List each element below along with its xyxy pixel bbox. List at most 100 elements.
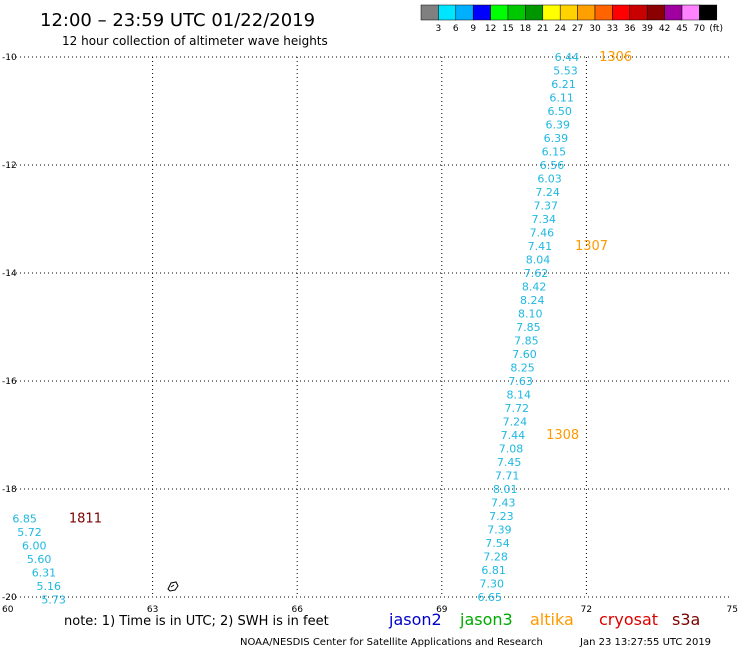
pass-number: 1306: [599, 50, 632, 65]
scale-swatch: [594, 4, 613, 21]
swh-value: 6.31: [32, 567, 57, 580]
footer-credit: NOAA/NESDIS Center for Satellite Applica…: [240, 637, 543, 648]
scale-swatch: [525, 4, 544, 21]
scale-swatch: [612, 4, 631, 21]
swh-value: 7.41: [528, 240, 553, 253]
x-tick-label: 66: [291, 605, 303, 615]
scale-swatch: [455, 4, 474, 21]
scale-swatch: [438, 4, 457, 21]
y-tick-label: -16: [2, 377, 17, 387]
satellite-altika: altika: [530, 610, 574, 629]
swh-value: 6.85: [12, 513, 37, 526]
scale-label: 33: [607, 24, 618, 34]
satellite-jason3: jason3: [459, 610, 513, 629]
swh-value: 6.03: [537, 173, 562, 186]
scale-swatch: [559, 4, 578, 21]
scale-label: 18: [520, 24, 532, 34]
scale-swatch: [664, 4, 683, 21]
scale-swatch: [699, 4, 718, 21]
swh-observations: 6.445.536.216.116.506.396.396.156.566.03…: [12, 51, 579, 607]
swh-value: 7.23: [489, 510, 514, 523]
y-tick-label: -18: [2, 485, 17, 495]
scale-swatch: [577, 4, 596, 21]
swh-value: 7.37: [533, 200, 558, 213]
swh-value: 7.34: [532, 213, 557, 226]
swh-value: 8.04: [526, 254, 551, 267]
y-tick-label: -12: [2, 161, 17, 171]
scale-swatch: [507, 4, 526, 21]
swh-value: 6.50: [547, 105, 572, 118]
swh-value: 8.24: [520, 294, 545, 307]
swh-value: 7.54: [485, 537, 510, 550]
swh-value: 7.85: [514, 335, 539, 348]
x-tick-label: 72: [581, 605, 592, 615]
swh-value: 7.43: [491, 497, 516, 510]
scale-label: 70: [694, 24, 706, 34]
pass-number: 1307: [575, 239, 608, 254]
scale-swatch: [542, 4, 561, 21]
chart-subtitle: 12 hour collection of altimeter wave hei…: [62, 34, 328, 48]
footer-note: note: 1) Time is in UTC; 2) SWH is in fe…: [64, 614, 329, 629]
swh-value: 7.24: [535, 186, 560, 199]
satellite-legend: jason2 jason3 altika cryosat s3a: [388, 610, 700, 629]
swh-value: 7.44: [501, 429, 526, 442]
scale-label: 30: [589, 24, 601, 34]
swh-value: 6.81: [481, 564, 506, 577]
satellite-cryosat: cryosat: [599, 610, 658, 629]
swh-value: 6.56: [540, 159, 565, 172]
swh-value: 5.73: [41, 594, 66, 607]
swh-value: 5.16: [37, 580, 62, 593]
x-tick-label: 60: [2, 605, 14, 615]
footer-timestamp: Jan 23 13:27:55 UTC 2019: [579, 637, 711, 648]
swh-value: 6.39: [544, 132, 569, 145]
scale-label: 15: [502, 24, 513, 34]
swh-value: 7.28: [483, 551, 508, 564]
pass-number: 1308: [546, 428, 579, 443]
swh-value: 5.72: [17, 526, 42, 539]
wave-height-color-scale: 3 6 9 12 15 18 21 24 27 30 33 36 39 42 45 70 (ft): [420, 4, 723, 34]
scale-swatch: [420, 4, 439, 21]
swh-value: 6.44: [555, 51, 580, 64]
swh-value: 7.39: [487, 524, 512, 537]
swh-value: 6.39: [546, 119, 571, 132]
scale-label: 6: [453, 24, 459, 34]
scale-swatch: [681, 4, 700, 21]
swh-value: 5.53: [553, 65, 578, 78]
swh-value: 7.72: [505, 402, 530, 415]
x-tick-label: 75: [727, 605, 738, 615]
scale-unit: (ft): [709, 24, 723, 34]
swh-value: 7.60: [512, 348, 537, 361]
y-tick-label: -14: [2, 269, 17, 279]
swh-value: 7.63: [508, 375, 533, 388]
scale-swatch: [490, 4, 509, 21]
y-tick-label: -20: [2, 593, 17, 603]
swh-value: 8.25: [510, 362, 535, 375]
swh-value: 5.60: [27, 553, 52, 566]
scale-label: 12: [485, 24, 496, 34]
pass-number: 1811: [69, 512, 102, 527]
satellite-jason2: jason2: [388, 610, 442, 629]
scale-label: 36: [624, 24, 636, 34]
y-tick-label: -10: [2, 53, 17, 63]
scale-label: 3: [436, 24, 442, 34]
x-tick-label: 69: [436, 605, 448, 615]
swh-value: 7.08: [499, 443, 524, 456]
chart-title: 12:00 – 23:59 UTC 01/22/2019: [40, 10, 315, 31]
swh-value: 6.11: [549, 92, 574, 105]
scale-swatch: [629, 4, 648, 21]
swh-value: 8.42: [522, 281, 547, 294]
swh-value: 7.71: [495, 470, 520, 483]
swh-value: 6.21: [551, 78, 576, 91]
scale-label: 42: [659, 24, 670, 34]
swh-value: 7.62: [524, 267, 549, 280]
x-tick-label: 63: [147, 605, 158, 615]
swh-value: 8.14: [506, 389, 531, 402]
swh-value: 7.45: [497, 456, 522, 469]
island-outline-icon: [167, 581, 179, 592]
swh-value: 8.10: [518, 308, 543, 321]
scale-label: 21: [537, 24, 548, 34]
scale-label: 39: [641, 24, 653, 34]
swh-value: 7.85: [516, 321, 541, 334]
pass-labels: 1306 1307 1308 1811: [69, 50, 632, 527]
